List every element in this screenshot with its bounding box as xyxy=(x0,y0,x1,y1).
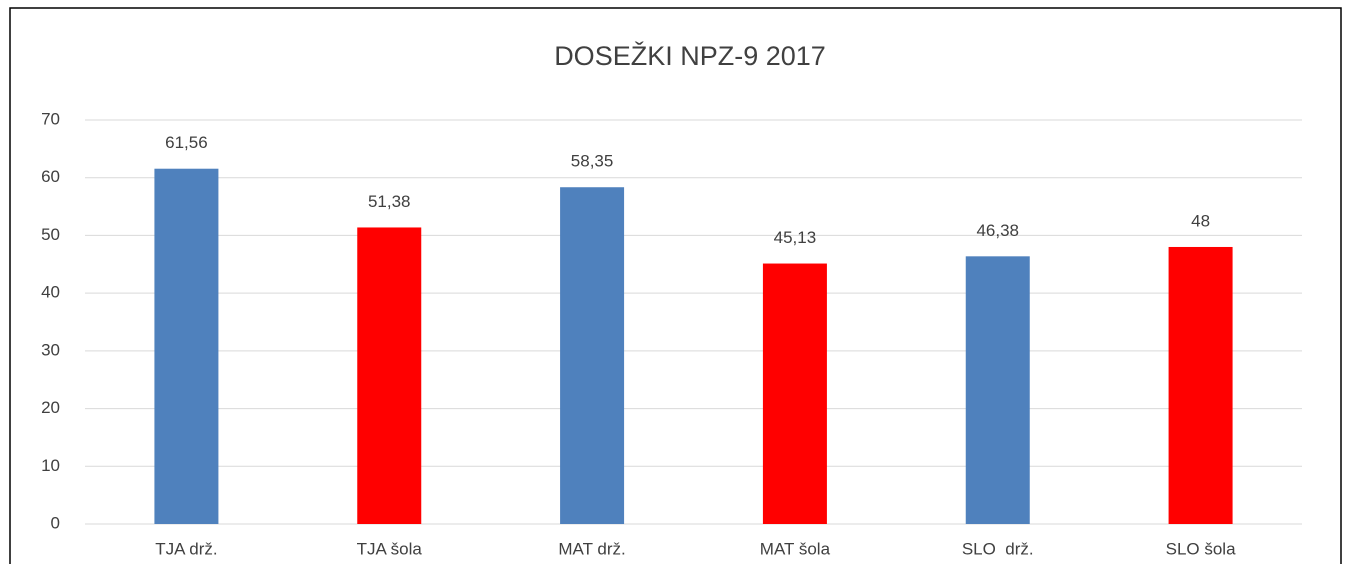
y-tick-label: 50 xyxy=(41,225,60,244)
data-label: 45,13 xyxy=(774,228,817,247)
y-tick-label: 70 xyxy=(41,109,60,128)
bar xyxy=(154,168,219,524)
chart-title: DOSEŽKI NPZ-9 2017 xyxy=(554,40,826,71)
y-tick-label: 30 xyxy=(41,340,60,359)
y-tick-label: 60 xyxy=(41,167,60,186)
data-label: 48 xyxy=(1191,211,1210,230)
y-tick-label: 10 xyxy=(41,456,60,475)
bar xyxy=(357,227,422,525)
data-label: 61,56 xyxy=(165,133,208,152)
data-label: 58,35 xyxy=(571,152,614,171)
data-label: 51,38 xyxy=(368,192,411,211)
x-tick-label: TJA drž. xyxy=(155,539,217,558)
chart-frame xyxy=(9,7,1342,564)
y-tick-label: 20 xyxy=(41,398,60,417)
bar xyxy=(560,187,625,525)
x-tick-label: SLO drž. xyxy=(962,539,1034,558)
x-tick-label: MAT šola xyxy=(760,539,831,558)
y-tick-label: 40 xyxy=(41,283,60,302)
bar xyxy=(1168,246,1233,524)
data-label: 46,38 xyxy=(976,221,1019,240)
bar xyxy=(762,263,827,524)
x-tick-label: SLO šola xyxy=(1166,539,1236,558)
y-tick-label: 0 xyxy=(51,513,60,532)
x-tick-label: MAT drž. xyxy=(558,539,625,558)
bar xyxy=(965,256,1030,524)
x-tick-label: TJA šola xyxy=(357,539,423,558)
